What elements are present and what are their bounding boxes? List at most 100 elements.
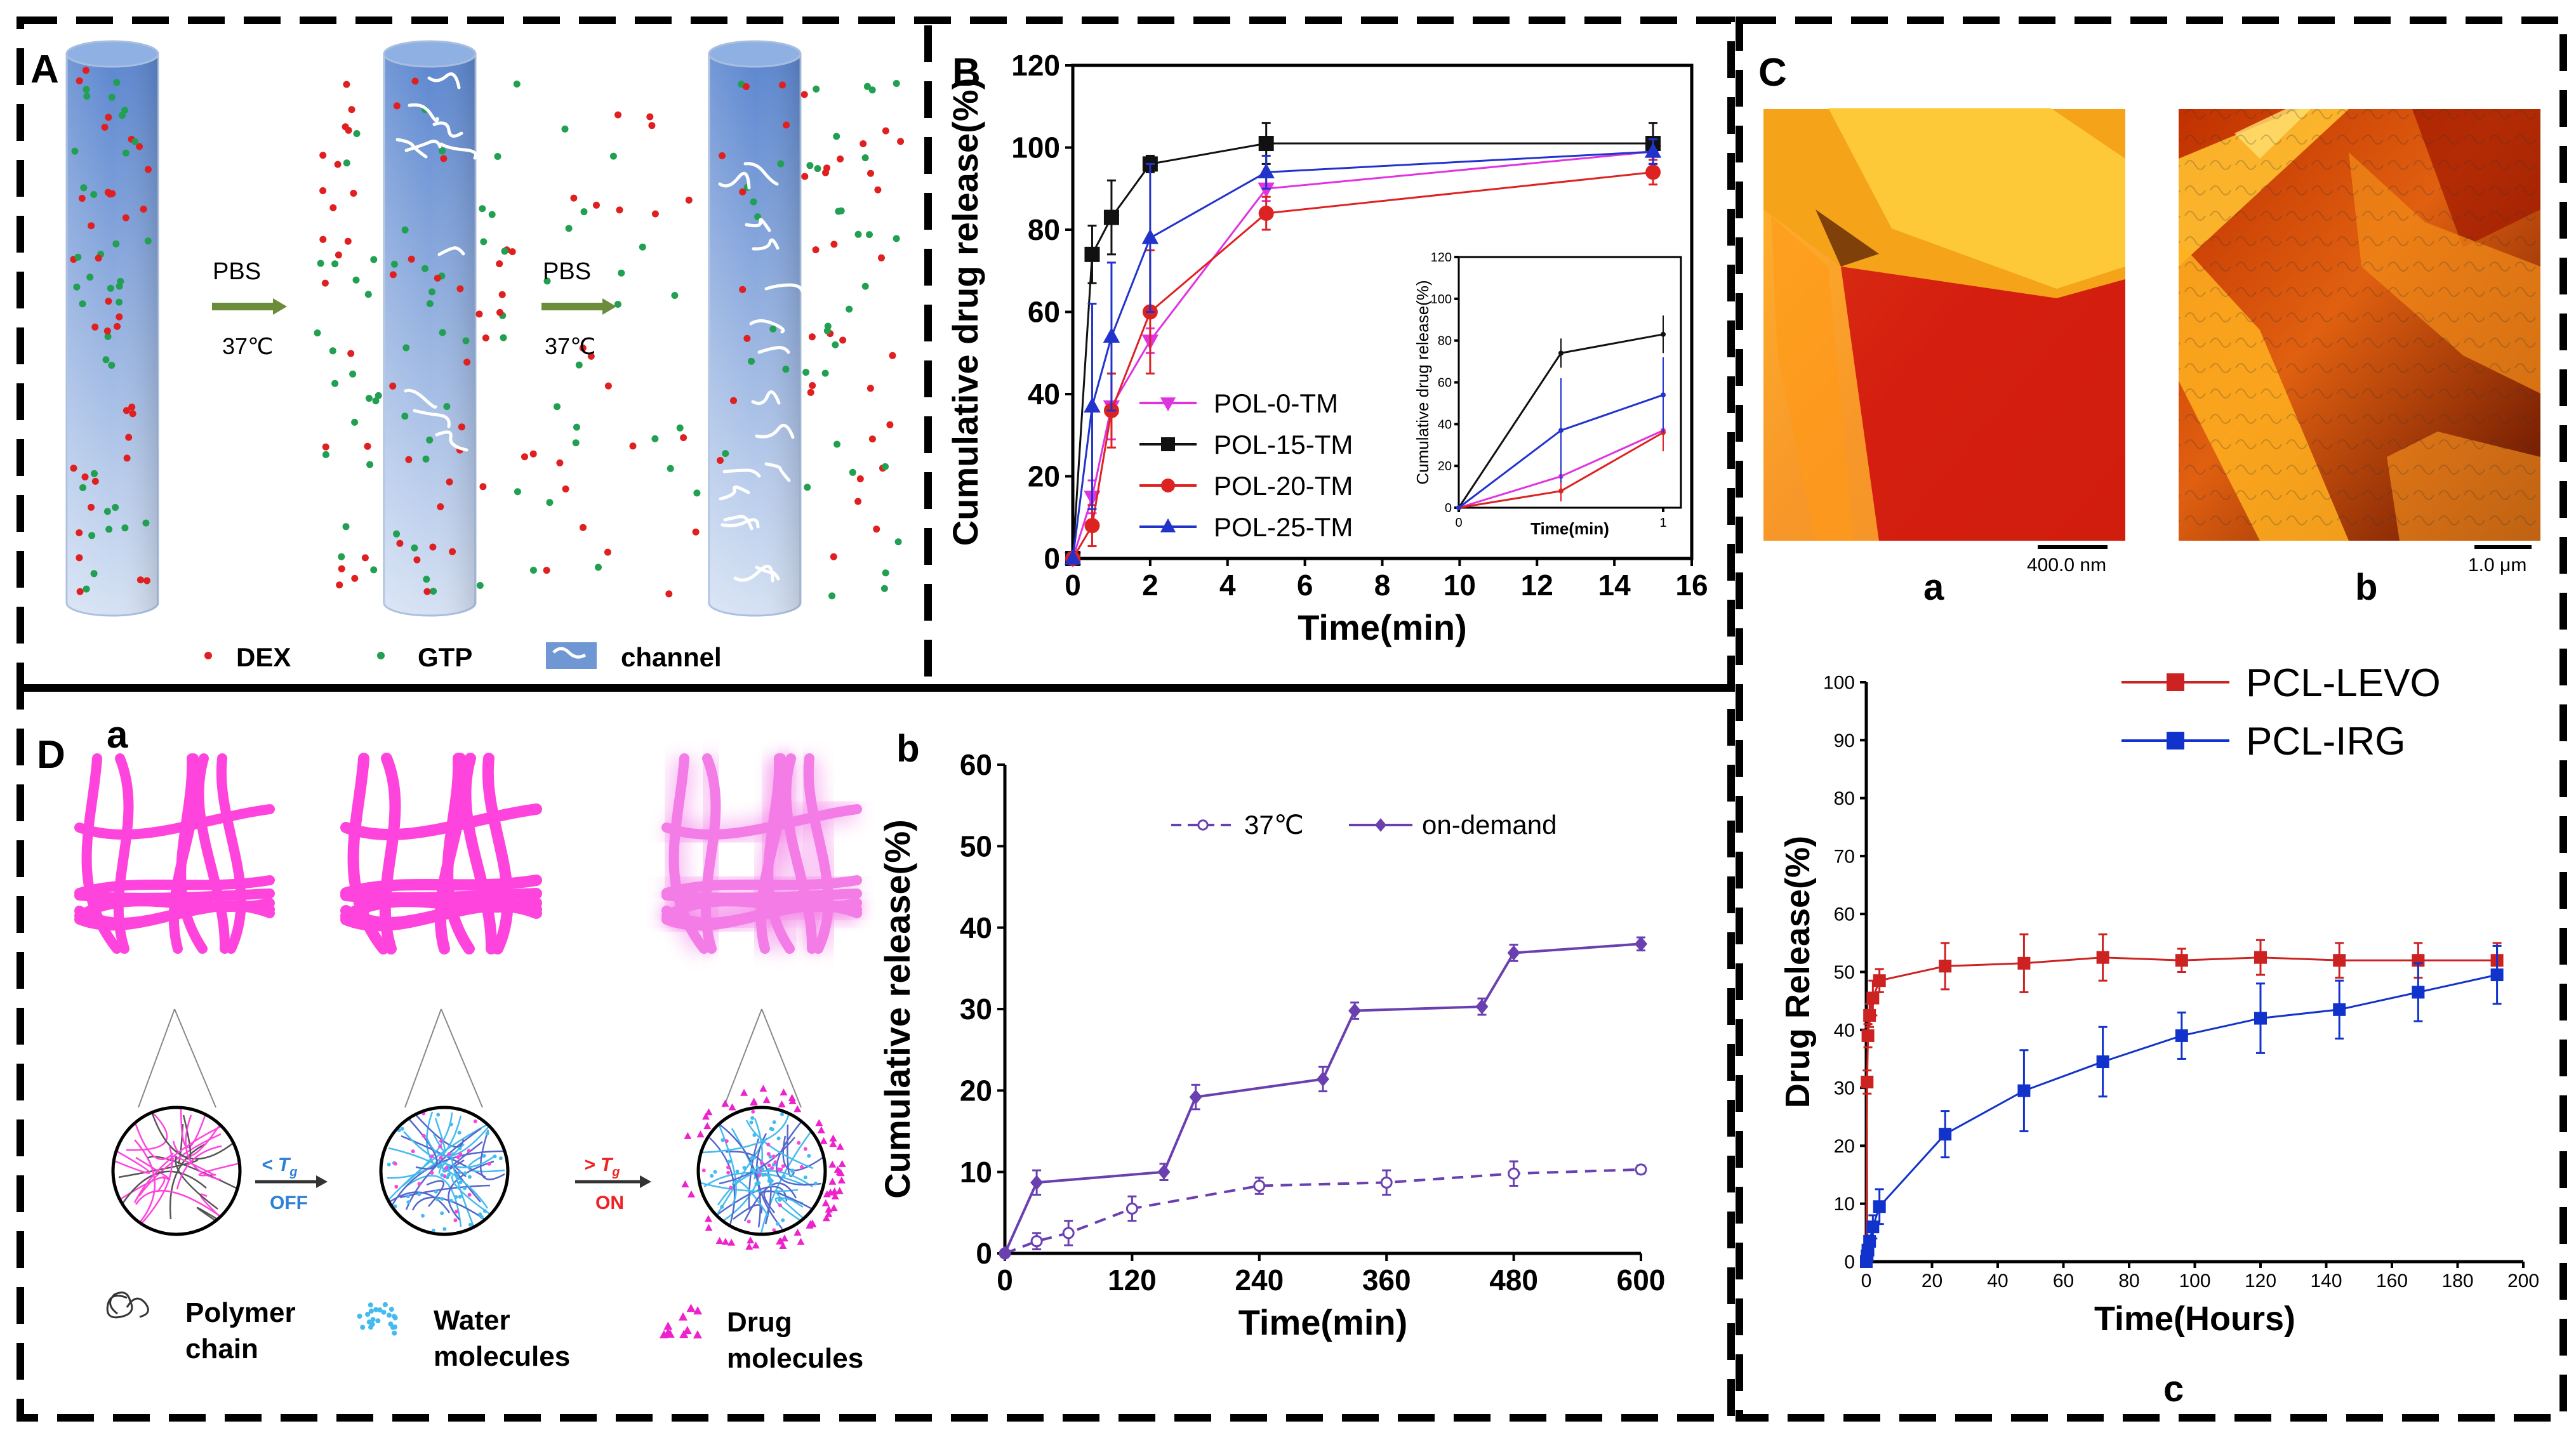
polymer-fiber: [81, 753, 122, 954]
molecule-dot: [629, 442, 637, 450]
channel-path: [722, 468, 761, 478]
molecule-dot: [73, 283, 81, 291]
molecule-dot: [343, 81, 350, 88]
x-tick-label: 160: [2376, 1271, 2408, 1291]
polymer-fiber: [347, 753, 389, 954]
molecule-dot: [428, 288, 435, 296]
polymer-fiber: [442, 753, 475, 954]
drug-molecule: [829, 1140, 837, 1147]
polymer-fiber: [379, 753, 401, 954]
channel-path: [413, 409, 451, 428]
y-tick-label: 0: [1844, 1252, 1855, 1273]
chart-d-legend: 37℃ on-demand: [1171, 810, 1557, 840]
inset-y-tick-label: 20: [1438, 459, 1452, 473]
water-molecules-icon: [357, 1302, 398, 1336]
y-tick-label: 40: [1834, 1020, 1855, 1041]
rod-3: [708, 40, 802, 617]
molecule-dot: [101, 124, 109, 131]
molecule-dot: [422, 455, 430, 463]
data-point: [2175, 954, 2188, 967]
panel-d: D a b < Tg OFF > Tg ON: [37, 713, 1665, 1374]
molecule-dot: [861, 154, 869, 162]
data-point: [1861, 1029, 1875, 1042]
drug-molecule: [777, 1237, 785, 1245]
molecule-dot: [446, 478, 453, 485]
molecule-dot: [79, 484, 86, 491]
drug-molecule: [797, 1238, 805, 1245]
drug-molecule: [817, 1126, 825, 1133]
legend-marker: [1375, 818, 1386, 832]
data-point: [1939, 960, 1952, 973]
data-point: [1084, 518, 1100, 534]
polymer-fiber: [763, 753, 795, 954]
data-point: [2254, 1012, 2267, 1025]
molecule-dot: [878, 254, 885, 261]
legend-label: POL-25-TM: [1214, 512, 1353, 542]
series-37℃: [999, 1160, 1647, 1260]
polymer-fiber: [803, 753, 833, 954]
channel-path: [764, 283, 805, 295]
molecule-dot: [91, 323, 99, 331]
data-point: [2333, 1003, 2346, 1016]
x-tick-label: 12: [1521, 569, 1553, 602]
y-tick-label: 0: [976, 1237, 992, 1270]
x-tick-label: 240: [1235, 1264, 1284, 1297]
polymer-fiber: [176, 753, 208, 954]
afm-b-label: b: [2355, 567, 2377, 608]
molecule-dot: [893, 80, 900, 87]
molecule-dot: [426, 300, 434, 307]
molecule-dot: [616, 206, 623, 214]
data-point: [1258, 206, 1274, 221]
series-line: [1004, 1168, 1642, 1255]
legend-water-2: molecules: [434, 1341, 570, 1372]
drug-molecule: [820, 1137, 828, 1144]
molecule-dot: [587, 352, 595, 360]
molecule-dot: [434, 274, 441, 282]
molecule-dot: [646, 113, 654, 121]
molecule-dot: [393, 102, 401, 110]
drug-molecule: [752, 1241, 760, 1249]
channel-path: [764, 462, 791, 482]
data-point: [1507, 945, 1520, 961]
legend-marker: [2167, 673, 2184, 691]
molecule-dot: [854, 230, 862, 238]
molecule-dot: [556, 459, 564, 466]
molecule-dot: [113, 79, 121, 86]
molecule-dot: [114, 322, 121, 330]
molecule-dot: [476, 582, 484, 589]
x-tick-label: 16: [1675, 569, 1708, 602]
data-point: [1635, 1163, 1647, 1176]
molecule-dot: [136, 143, 143, 150]
y-tick-label: 0: [1044, 542, 1060, 575]
y-tick-label: 20: [1834, 1136, 1855, 1157]
molecule-dot: [882, 569, 889, 577]
panel-b-label: B: [952, 51, 981, 95]
chart-b-legend: POL-0-TM POL-15-TM POL-20-TM POL-25-TM: [1139, 388, 1353, 542]
molecule-dot: [828, 592, 836, 600]
molecule-dot: [88, 222, 95, 230]
x-tick-label: 0: [997, 1264, 1013, 1297]
drug-molecule: [721, 1238, 729, 1245]
on-arrow-temp: > Tg: [584, 1154, 620, 1179]
y-tick-label: 50: [960, 829, 992, 862]
channel-path: [755, 423, 795, 439]
molecule-dot: [782, 366, 790, 373]
molecule-dot: [458, 423, 465, 431]
molecule-dot: [676, 424, 684, 432]
legend-channel: channel: [621, 642, 722, 672]
x-tick-label: 480: [1489, 1264, 1538, 1297]
drug-molecule: [705, 1108, 713, 1116]
drug-molecule: [837, 1169, 845, 1177]
drug-molecule: [778, 1100, 786, 1107]
chart-b-inset: 0 20 40 60 80 100 120 0 1 Time(min) Cumulative dru…: [1413, 251, 1682, 538]
panel-a: A PBS 37℃ PBS 37℃: [30, 40, 905, 672]
data-point: [1084, 246, 1100, 262]
off-arrow-word: OFF: [270, 1192, 308, 1213]
x-axis-label: Time(min): [1298, 607, 1467, 647]
molecule-dot: [393, 530, 401, 538]
series-line: [1072, 150, 1654, 559]
drug-molecule: [681, 1180, 689, 1187]
data-point: [1866, 991, 1880, 1005]
molecule-dot: [329, 204, 337, 211]
drug-molecule: [828, 1177, 837, 1185]
